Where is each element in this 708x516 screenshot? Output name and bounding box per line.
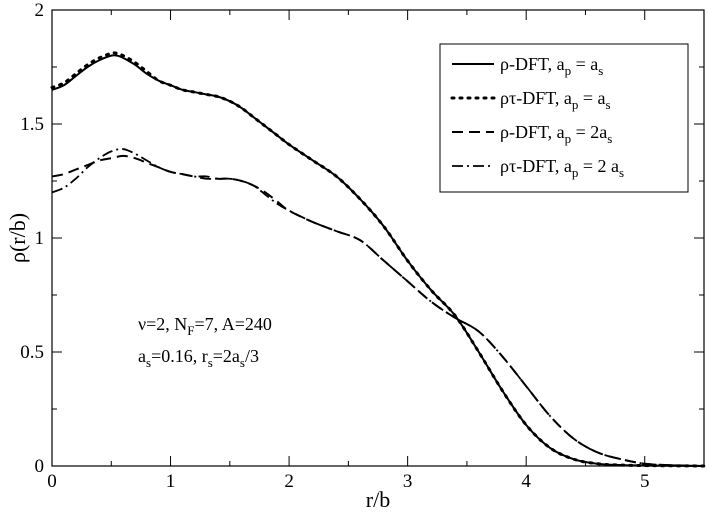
annotation-subscript: s bbox=[240, 355, 245, 370]
x-tick-label: 2 bbox=[284, 471, 294, 492]
legend-subscript: s bbox=[598, 63, 603, 78]
annotation-text: a bbox=[138, 346, 146, 366]
axis-tick-labels: 0 1 2 3 4 5 0 0.5 1 1.5 2 bbox=[20, 0, 649, 492]
annotation-text: ν=2, N bbox=[138, 314, 187, 334]
x-axis-title: r/b bbox=[366, 487, 390, 512]
y-tick-label: 1.5 bbox=[20, 114, 44, 135]
legend-subscript: p bbox=[565, 63, 572, 78]
y-tick-label: 0 bbox=[35, 456, 45, 477]
series-line-3 bbox=[51, 154, 705, 467]
legend-text-part: ρτ-DFT, a bbox=[500, 156, 572, 176]
legend-text-part: = a bbox=[578, 88, 605, 108]
legend-subscript: p bbox=[572, 97, 579, 112]
y-tick-label: 2 bbox=[35, 0, 45, 21]
annotation-text: =7, A=240 bbox=[195, 314, 272, 334]
y-axis-title: ρ(r/b) bbox=[5, 213, 30, 263]
x-tick-label: 4 bbox=[521, 471, 531, 492]
annotation-text: /3 bbox=[245, 346, 259, 366]
annotation-params-1: ν=2, NF=7, A=240 bbox=[138, 314, 272, 338]
series-line-4 bbox=[51, 148, 705, 467]
x-tick-label: 0 bbox=[47, 471, 57, 492]
x-tick-label: 3 bbox=[403, 471, 413, 492]
legend-text-part: = 2a bbox=[571, 122, 607, 142]
axis-ticks bbox=[51, 9, 705, 467]
legend-text-part: ρ-DFT, a bbox=[500, 122, 565, 142]
series-line-2 bbox=[50, 51, 706, 468]
annotation-subscript: s bbox=[146, 355, 151, 370]
annotation-text: =0.16, r bbox=[151, 346, 208, 366]
annotation-text: =2a bbox=[213, 346, 240, 366]
annotation-subscript: s bbox=[208, 355, 213, 370]
legend-text-part: = a bbox=[571, 54, 598, 74]
legend-subscript: p bbox=[572, 165, 579, 180]
annotation-subscript: F bbox=[187, 323, 194, 338]
legend-text-part: ρ-DFT, a bbox=[500, 54, 565, 74]
legend-subscript: s bbox=[619, 165, 624, 180]
legend-text-part: = 2 a bbox=[578, 156, 619, 176]
y-tick-label: 0.5 bbox=[20, 342, 44, 363]
legend-label-4: ρτ-DFT, ap = 2 as bbox=[500, 156, 624, 180]
legend-label-2: ρτ-DFT, ap = as bbox=[500, 88, 611, 112]
y-tick-label: 1 bbox=[35, 228, 45, 249]
legend-box bbox=[439, 43, 689, 193]
legend-subscript: s bbox=[607, 131, 612, 146]
legend-subscript: p bbox=[565, 131, 572, 146]
x-tick-label: 1 bbox=[166, 471, 176, 492]
legend-text-part: ρτ-DFT, a bbox=[500, 88, 572, 108]
x-tick-label: 5 bbox=[640, 471, 650, 492]
series-curves bbox=[50, 51, 706, 468]
legend-label-3: ρ-DFT, ap = 2as bbox=[500, 122, 612, 146]
legend-subscript: s bbox=[606, 97, 611, 112]
annotation-params-2: as=0.16, rs=2as/3 bbox=[138, 346, 259, 370]
legend-label-1: ρ-DFT, ap = as bbox=[500, 54, 603, 78]
